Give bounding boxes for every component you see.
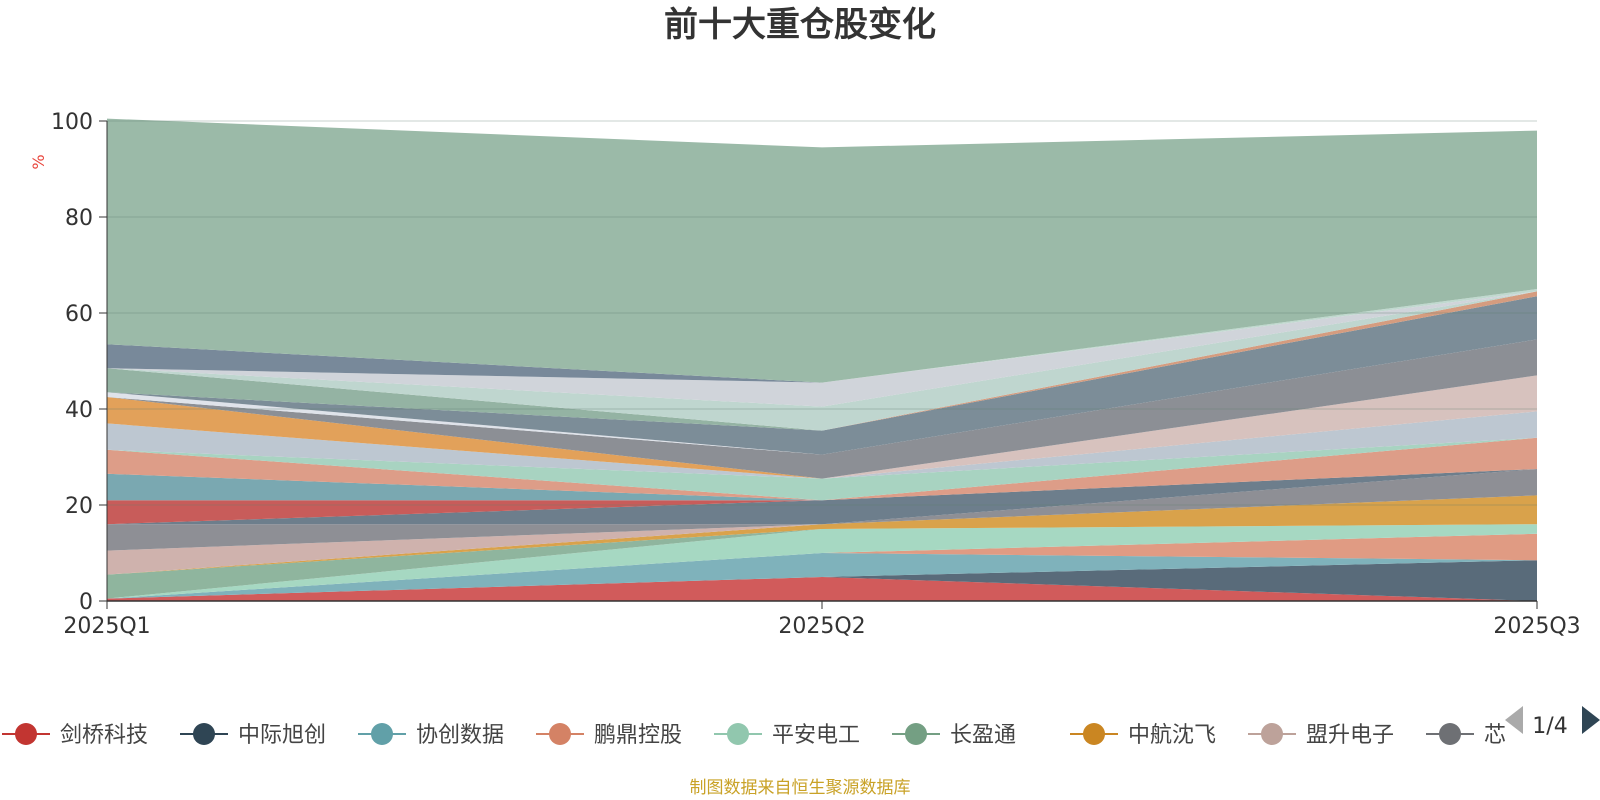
area-series-15	[107, 411, 1537, 479]
legend-marker-icon	[371, 723, 393, 745]
area-series-4	[107, 533, 1537, 599]
area-series-11	[107, 469, 1537, 525]
legend-label: 芯	[1484, 723, 1506, 748]
legend-marker-icon	[1261, 723, 1283, 745]
legend-item[interactable]: 鹏鼎控股	[536, 723, 682, 748]
area-series-17	[107, 375, 1537, 479]
area-series-20	[107, 296, 1537, 455]
legend-label: 鹏鼎控股	[594, 723, 682, 748]
x-tick-label: 2025Q3	[1493, 614, 1580, 639]
area-series-12	[107, 469, 1537, 501]
legend-marker-icon	[193, 723, 215, 745]
legend-marker-icon	[549, 723, 571, 745]
area-series-7	[107, 495, 1537, 575]
y-tick-label: 80	[65, 206, 93, 231]
x-tick-label: 2025Q1	[63, 614, 150, 639]
legend-item[interactable]: 中际旭创	[180, 723, 326, 748]
legend-marker-icon	[1439, 723, 1461, 745]
chart-title: 前十大重仓股变化	[664, 5, 936, 45]
legend-label: 剑桥科技	[60, 723, 148, 748]
legend-item[interactable]: 长盈通	[892, 723, 1016, 748]
area-series-29	[107, 118, 1537, 383]
area-series-10	[107, 469, 1537, 525]
area-series-23	[107, 291, 1537, 431]
legend-label: 协创数据	[416, 723, 504, 748]
area-series-2	[107, 560, 1537, 601]
legend-item[interactable]: 协创数据	[358, 723, 504, 748]
legend-label: 盟升电子	[1306, 723, 1394, 748]
legend-marker-icon	[905, 723, 927, 745]
legend-item[interactable]: 盟升电子	[1248, 723, 1394, 748]
y-tick-label: 40	[65, 398, 93, 423]
area-series-16	[107, 397, 1537, 479]
gridlines	[107, 120, 1537, 506]
legend-page-indicator: 1/4	[1532, 714, 1567, 739]
legend-label: 中航沈飞	[1128, 723, 1216, 748]
area-series-9	[107, 469, 1537, 551]
area-series-19	[107, 339, 1537, 455]
area-series-5	[107, 524, 1537, 599]
legend-marker-icon	[1083, 723, 1105, 745]
data-source-note: 制图数据来自恒生聚源数据库	[690, 778, 911, 798]
y-tick-label: 20	[65, 494, 93, 519]
y-axis-unit: %	[29, 154, 48, 169]
x-tick-label: 2025Q2	[778, 614, 865, 639]
area-series-14	[107, 437, 1537, 501]
legend-item[interactable]: 平安电工	[714, 723, 860, 748]
legend-next-icon[interactable]	[1582, 706, 1600, 734]
y-tick-label: 100	[51, 110, 93, 135]
legend-label: 平安电工	[772, 723, 860, 748]
area-series-group	[107, 118, 1537, 601]
legend-prev-icon[interactable]	[1505, 706, 1523, 734]
axes: 0 20 40 60 80 100 2025Q1 2025Q2 2025Q3	[51, 110, 1581, 639]
y-tick-label: 0	[79, 590, 93, 615]
legend-marker-icon	[15, 723, 37, 745]
legend-item[interactable]: 剑桥科技	[2, 723, 148, 748]
legend-item[interactable]: 芯	[1426, 723, 1506, 748]
area-series-13	[107, 437, 1537, 501]
legend-pager[interactable]: 1/4	[1505, 706, 1600, 739]
legend-label: 长盈通	[950, 723, 1016, 748]
legend-label: 中际旭创	[238, 723, 326, 748]
legend[interactable]: 剑桥科技 中际旭创 协创数据 鹏鼎控股 平安电工 长盈通 中航沈飞 盟升电子 芯	[2, 723, 1506, 748]
area-series-6	[107, 524, 1537, 599]
area-series-3	[107, 553, 1537, 599]
legend-item[interactable]: 中航沈飞	[1070, 723, 1216, 748]
area-series-24	[107, 291, 1537, 407]
area-series-1	[107, 577, 1537, 601]
legend-marker-icon	[727, 723, 749, 745]
y-tick-label: 60	[65, 302, 93, 327]
area-series-18	[107, 339, 1537, 479]
